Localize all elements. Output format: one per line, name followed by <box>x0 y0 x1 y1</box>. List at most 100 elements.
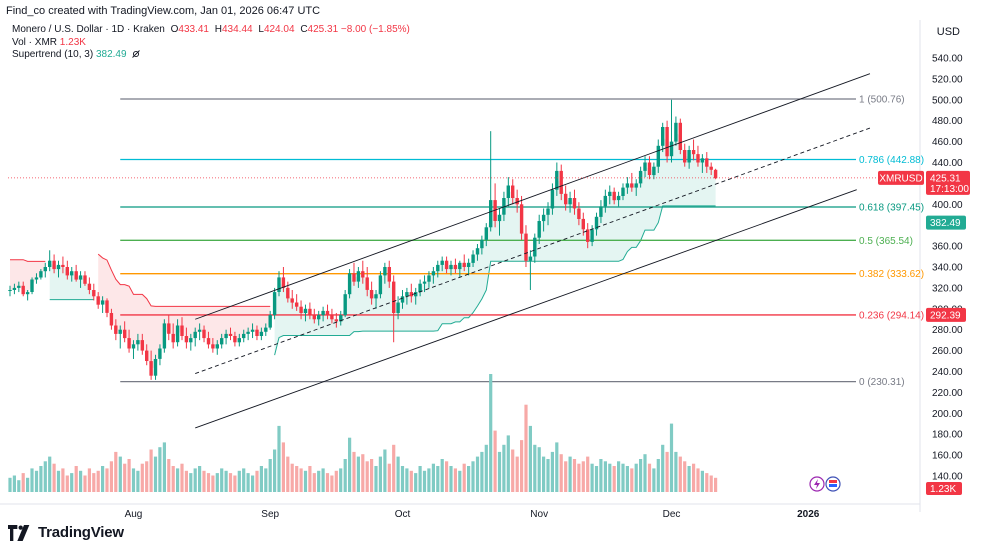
candle-body <box>237 338 241 343</box>
candle <box>577 202 581 226</box>
candle <box>564 185 568 211</box>
legend-volume-row[interactable]: Vol · XMR 1.23K <box>12 37 410 50</box>
volume-bar <box>436 466 440 492</box>
volume-bar <box>127 459 131 492</box>
candle-body <box>475 248 480 255</box>
volume-bar <box>211 475 215 492</box>
volume-bar <box>414 473 418 492</box>
candle-body <box>594 216 599 230</box>
candle-body <box>436 264 440 272</box>
legend-symbol[interactable]: Monero / U.S. Dollar · 1D · Kraken <box>12 24 165 35</box>
candle-body <box>489 200 493 228</box>
volume-bar <box>30 468 34 492</box>
candle-body <box>140 340 144 351</box>
candle <box>418 279 422 297</box>
candle <box>215 340 219 355</box>
volume-bar <box>167 459 171 492</box>
candle-body <box>233 336 237 343</box>
volume-bar <box>700 470 704 492</box>
tradingview-logo-icon <box>8 524 30 541</box>
legend-volume-value: 1.23K <box>59 36 86 48</box>
candle-body <box>586 229 590 242</box>
candle <box>264 323 268 336</box>
candle <box>696 145 700 167</box>
candle <box>295 294 299 311</box>
candle <box>30 277 34 295</box>
candle-body <box>189 338 193 343</box>
candle-body <box>378 275 383 295</box>
price-tick-label: 520.00 <box>932 74 963 85</box>
candle-body <box>661 127 665 146</box>
candle <box>61 256 65 274</box>
volume-bar <box>149 449 153 492</box>
candle-body <box>678 122 682 150</box>
volume-bar <box>176 468 180 492</box>
candle <box>674 116 678 146</box>
eye-slash-icon[interactable] <box>131 50 141 58</box>
candle-body <box>171 333 175 343</box>
tradingview-brand[interactable]: TradingView <box>8 524 124 541</box>
candle-body <box>8 290 12 291</box>
volume-bar <box>34 470 39 492</box>
volume-bar <box>140 463 144 492</box>
candle-body <box>118 329 122 334</box>
candle <box>683 143 687 167</box>
candle <box>643 156 647 178</box>
volume-bar <box>356 456 360 492</box>
candle-body <box>414 292 418 297</box>
candle-body <box>361 271 365 278</box>
candle-body <box>550 189 555 209</box>
candle-body <box>603 195 607 207</box>
volume-bar <box>440 459 444 492</box>
candle <box>70 267 74 282</box>
price-tick-label: 200.00 <box>932 409 963 420</box>
candle-body <box>405 292 409 297</box>
volume-bar <box>273 449 277 492</box>
volume-bar <box>422 470 427 492</box>
price-tick-label: 540.00 <box>932 54 963 65</box>
fib-level-label: 0.236 (294.14) <box>859 310 924 321</box>
volume-bar <box>251 475 255 492</box>
candle <box>612 187 616 205</box>
volume-bar <box>484 444 488 492</box>
volume-bar <box>61 468 65 492</box>
candle <box>211 338 215 353</box>
candle-body <box>242 333 246 339</box>
candle <box>281 267 286 293</box>
candle-body <box>96 296 100 305</box>
candle <box>158 344 162 366</box>
candle-body <box>581 218 585 230</box>
time-tick-label: 2026 <box>797 509 820 520</box>
volume-bar <box>445 461 449 492</box>
volume-bar <box>286 456 290 492</box>
candle-body <box>277 277 281 292</box>
candle <box>621 183 625 201</box>
volume-bar <box>339 468 343 492</box>
volume-bar <box>158 447 162 492</box>
volume-bar <box>70 473 74 492</box>
volume-bar <box>669 423 674 492</box>
candle-body <box>458 262 462 270</box>
candle <box>555 162 559 196</box>
candle-body <box>387 267 391 282</box>
candle <box>197 323 202 341</box>
volume-bar <box>299 468 303 492</box>
candle-body <box>555 170 559 190</box>
candle <box>43 262 47 278</box>
volume-bar <box>630 468 634 492</box>
candle-body <box>546 208 550 215</box>
volume-bar <box>48 456 52 492</box>
supertrend-fill <box>98 254 271 369</box>
volume-bar <box>705 473 709 492</box>
candle-body <box>506 185 510 198</box>
volume-bar <box>246 473 250 492</box>
time-tick-label: Oct <box>395 509 411 520</box>
price-tick-label: 440.00 <box>932 158 963 169</box>
legend-symbol-row[interactable]: Monero / U.S. Dollar · 1D · Kraken O433.… <box>12 24 410 37</box>
candle-body <box>515 198 519 205</box>
candle-body <box>339 315 343 322</box>
candle-body <box>400 296 405 303</box>
legend-supertrend-row[interactable]: Supertrend (10, 3) 382.49 <box>12 49 410 62</box>
volume-bar <box>105 468 109 492</box>
